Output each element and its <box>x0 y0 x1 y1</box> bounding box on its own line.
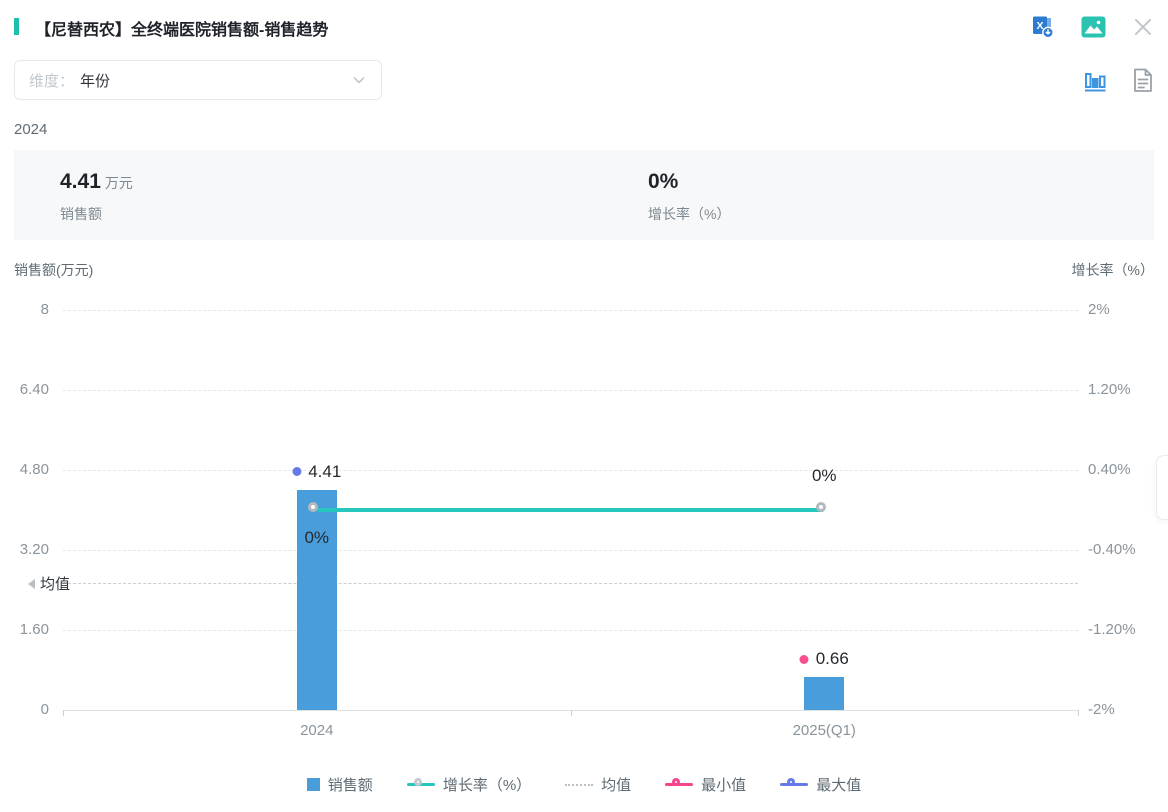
category-label: 2025(Q1) <box>792 722 856 739</box>
sales-value: 4.41 <box>60 170 101 193</box>
dimension-value: 年份 <box>80 72 111 90</box>
growth-rate-marker[interactable] <box>308 501 319 512</box>
legend-label: 增长率（%） <box>442 777 532 794</box>
legend-square-icon <box>306 778 320 791</box>
header: 【尼替西农】全终端医院销售额-销售趋势 X <box>0 0 1168 44</box>
min-point-value: 0.66 <box>815 649 849 668</box>
legend-line-marker-icon <box>665 777 694 792</box>
sales-bar[interactable] <box>804 677 845 710</box>
chevron-down-icon <box>351 72 367 88</box>
legend-label: 销售额 <box>327 777 373 794</box>
svg-text:X: X <box>1036 20 1043 32</box>
x-axis-tick <box>570 710 572 716</box>
dimension-select[interactable]: 维度： 年份 <box>14 60 382 100</box>
mean-label-text: 均值 <box>40 576 71 594</box>
close-icon[interactable] <box>1130 14 1156 40</box>
gridline <box>63 550 1078 551</box>
left-axis-tick: 1.60 <box>19 621 49 638</box>
gridline <box>63 630 1078 631</box>
left-axis-tick: 6.40 <box>19 381 49 398</box>
x-axis-tick <box>63 710 64 716</box>
gridline <box>63 470 1078 471</box>
left-axis-tick: 0 <box>40 701 49 718</box>
right-axis-tick: -2% <box>1088 701 1115 718</box>
chart-legend: 销售额 增长率（%） 均值 最小值 最大值 <box>0 774 1168 795</box>
category-label: 2024 <box>300 722 334 739</box>
right-axis-tick: 0.40% <box>1088 461 1131 478</box>
right-axis-tick: -0.40% <box>1088 541 1136 558</box>
table-view-icon[interactable] <box>1130 66 1156 94</box>
sales-unit: 万元 <box>104 175 133 191</box>
legend-label: 均值 <box>601 777 632 794</box>
sales-stat: 4.41 万元 销售额 <box>60 170 133 224</box>
mean-line-label: 均值 <box>28 573 70 594</box>
mean-line <box>63 583 1078 585</box>
dimension-label: 维度： <box>29 72 75 90</box>
left-axis-tick: 3.20 <box>19 541 49 558</box>
page-title: 【尼替西农】全终端医院销售额-销售趋势 <box>35 22 329 39</box>
legend-line-marker-icon <box>406 777 435 792</box>
legend-item[interactable]: 增长率（%） <box>406 774 532 795</box>
bar-chart-view-icon[interactable] <box>1082 66 1108 94</box>
right-axis-tick: 2% <box>1088 301 1110 318</box>
growth-rate-label: 0% <box>811 466 837 485</box>
legend-item[interactable]: 均值 <box>565 774 631 795</box>
max-point: 4.41 <box>292 460 341 484</box>
period-label: 2024 <box>14 121 48 138</box>
right-axis-tick: 1.20% <box>1088 381 1131 398</box>
legend-line-marker-icon <box>780 777 809 792</box>
gridline <box>63 390 1078 391</box>
summary-card: 4.41 万元 销售额 0% 增长率（%） <box>14 150 1154 240</box>
image-export-icon[interactable] <box>1080 14 1106 40</box>
legend-label: 最小值 <box>701 777 747 794</box>
legend-label: 最大值 <box>816 777 862 794</box>
gridline <box>63 310 1078 311</box>
legend-item[interactable]: 最小值 <box>665 774 746 795</box>
legend-dotted-line-icon <box>565 783 594 786</box>
floating-panel-edge <box>1156 455 1168 520</box>
right-axis-tick: -1.20% <box>1088 621 1136 638</box>
min-point: 0.66 <box>799 647 849 671</box>
sales-stat-label: 销售额 <box>60 206 102 222</box>
growth-stat: 0% 增长率（%） <box>648 170 730 224</box>
legend-item[interactable]: 销售额 <box>306 774 373 795</box>
left-axis-tick: 4.80 <box>19 461 49 478</box>
left-axis-title: 销售额(万元) <box>14 262 94 278</box>
growth-rate-line <box>316 508 825 512</box>
min-point-dot-icon <box>799 654 809 664</box>
excel-download-icon[interactable]: X <box>1030 14 1056 40</box>
left-axis-tick: 8 <box>40 301 49 318</box>
x-axis-tick <box>1078 710 1079 716</box>
mean-arrow-icon <box>28 578 35 589</box>
right-axis-title: 增长率（%） <box>1071 262 1154 278</box>
sales-bar[interactable] <box>296 489 337 710</box>
growth-stat-label: 增长率（%） <box>648 206 731 222</box>
growth-value: 0% <box>648 170 679 193</box>
title-accent-bar <box>14 18 19 35</box>
toolbar: 维度： 年份 <box>0 60 1168 100</box>
legend-item[interactable]: 最大值 <box>780 774 861 795</box>
growth-rate-marker[interactable] <box>815 501 826 512</box>
growth-rate-label: 0% <box>304 528 330 547</box>
max-point-dot-icon <box>292 467 302 476</box>
max-point-value: 4.41 <box>308 461 342 481</box>
